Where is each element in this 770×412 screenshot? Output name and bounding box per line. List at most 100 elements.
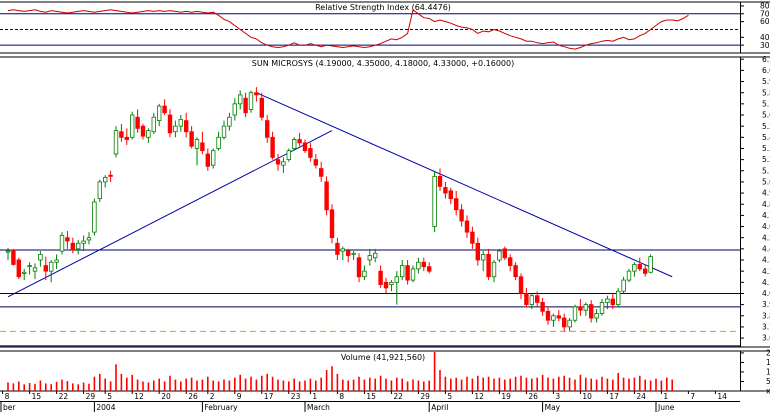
candle — [632, 262, 637, 277]
candle-body — [76, 242, 81, 250]
candle — [103, 175, 108, 188]
candle-body — [103, 177, 108, 183]
candle — [151, 112, 156, 134]
x-day-label: 20 — [161, 392, 171, 401]
candle — [254, 87, 259, 102]
candle-body — [270, 136, 275, 158]
candle — [248, 90, 254, 113]
candle — [54, 254, 59, 269]
candle — [448, 187, 453, 205]
price-tick-label: 5.3 — [762, 144, 770, 153]
candle-body — [146, 130, 151, 138]
rsi-tick-label: 60 — [760, 17, 770, 26]
candle-body — [448, 190, 453, 200]
candle-body — [394, 276, 399, 283]
candle-body — [399, 265, 405, 278]
candle — [535, 291, 540, 307]
candle — [173, 120, 178, 138]
candle-body — [632, 264, 637, 272]
candle — [626, 268, 632, 283]
candle — [243, 92, 248, 118]
candle-body — [135, 116, 140, 129]
candle — [5, 247, 11, 260]
candle-body — [545, 310, 551, 321]
candle-body — [378, 270, 383, 285]
candle — [529, 293, 534, 310]
candle-body — [518, 276, 524, 294]
price-tick-label: 3.9 — [762, 300, 770, 309]
candle-body — [556, 315, 561, 319]
rsi-title: Relative Strength Index (64.4476) — [315, 3, 451, 12]
candle-body — [383, 281, 389, 289]
price-tick-label: 4.2 — [762, 267, 770, 276]
x-day-label: 22 — [393, 392, 403, 401]
candle-body — [486, 254, 491, 278]
candle — [32, 263, 38, 279]
price-tick-label: 3.7 — [762, 323, 770, 332]
candle — [97, 179, 102, 202]
x-month-label: May — [545, 403, 561, 412]
volume-title: Volume (41,921,560) — [341, 353, 425, 362]
candle — [210, 148, 216, 169]
candle — [38, 251, 43, 267]
x-day-label: 26 — [528, 392, 538, 401]
candle-body — [227, 116, 232, 127]
candle-body — [140, 125, 146, 137]
x-day-label: 29 — [420, 392, 430, 401]
candle-body — [313, 159, 318, 166]
candle — [616, 287, 621, 307]
x-day-label: 12 — [134, 392, 144, 401]
x-day-label: 5 — [107, 392, 112, 401]
candle-body — [97, 181, 102, 200]
price-tick-label: 4.9 — [762, 189, 770, 198]
candle-body — [335, 242, 340, 255]
candle — [232, 98, 237, 121]
candle — [351, 251, 356, 260]
candle-body — [648, 256, 653, 273]
candle-body — [129, 114, 135, 138]
price-tick-label: 4.3 — [762, 256, 770, 265]
candle — [437, 168, 443, 191]
candle-body — [27, 265, 32, 267]
candle-body — [16, 259, 21, 278]
volume-tick-label: 15000 — [766, 358, 770, 367]
candle — [119, 123, 124, 142]
candle-body — [318, 168, 324, 177]
candle-body — [11, 249, 16, 265]
candle — [324, 176, 329, 216]
candle — [507, 254, 513, 272]
candle — [49, 260, 54, 283]
candle — [108, 170, 113, 182]
x-day-label: 8 — [339, 392, 344, 401]
price-tick-label: 4.4 — [762, 244, 770, 253]
price-panel: 6.1 6.0 5.9 5.8 5.7 5.6 5.5 5.4 5.3 5.2 5.1 5.0 4.9 4… — [0, 55, 770, 348]
x-day-label: 12 — [474, 392, 484, 401]
candle-body — [167, 114, 173, 134]
candle — [340, 246, 345, 260]
candle — [589, 300, 594, 323]
candle-body — [524, 293, 529, 306]
candle-body — [421, 261, 426, 268]
candle — [200, 131, 205, 155]
candle-body — [275, 159, 281, 165]
candle — [297, 132, 302, 147]
candle — [486, 248, 491, 281]
candle — [205, 148, 210, 171]
candle-body — [194, 139, 200, 149]
candle — [367, 248, 372, 266]
candle — [610, 293, 615, 310]
candle-body — [416, 261, 421, 270]
candle — [643, 265, 648, 277]
candle-body — [453, 198, 459, 211]
candle — [497, 248, 502, 263]
candle — [335, 237, 340, 260]
candle — [578, 299, 583, 316]
candle-body — [540, 301, 545, 312]
x-day-label: 24 — [636, 392, 646, 401]
candle-body — [49, 261, 54, 272]
candle — [308, 142, 313, 162]
x-day-label: 1 — [663, 392, 668, 401]
candle-body — [221, 125, 227, 138]
price-tick-label: 4.7 — [762, 211, 770, 220]
